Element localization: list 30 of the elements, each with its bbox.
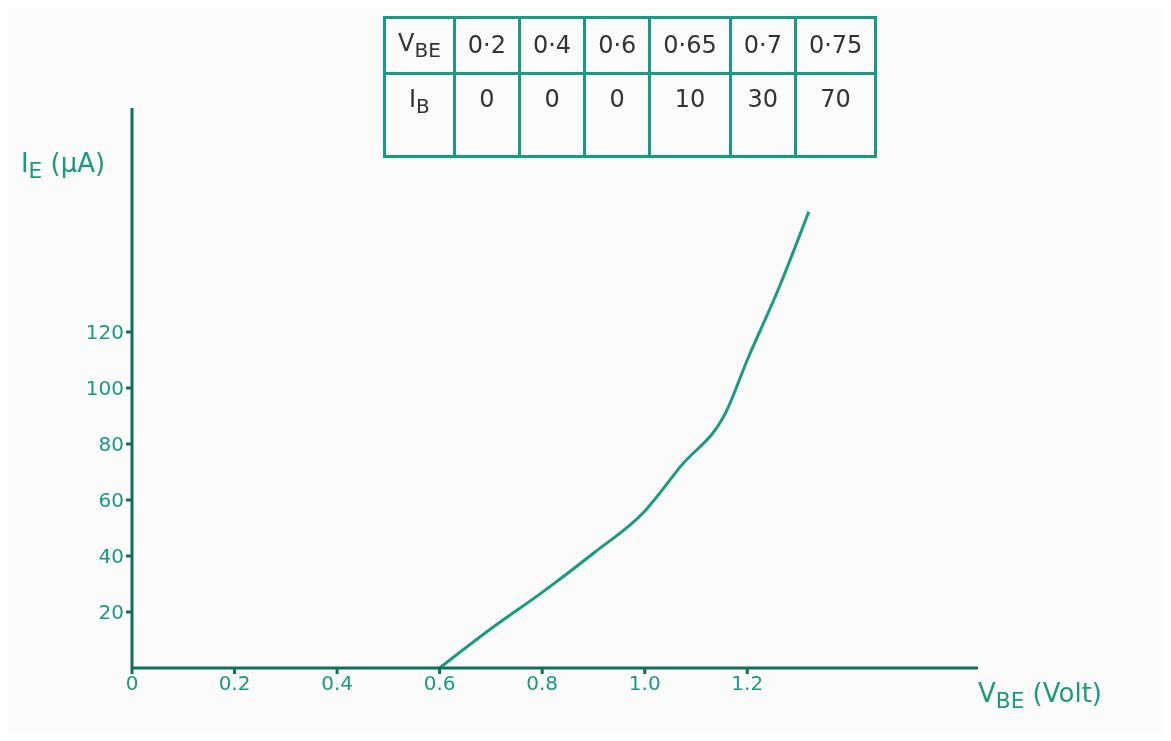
text: V$_{BE}$: [384, 17, 455, 74]
y-tick-label: 20: [98, 600, 124, 625]
y-tick-label: 100: [85, 376, 124, 401]
data-label: 0: [519, 73, 585, 157]
y-tick-label: 120: [85, 320, 124, 345]
data-label: 0: [584, 73, 650, 157]
category-label: 0·6: [584, 17, 650, 74]
x-tick-label: 1.0: [628, 671, 661, 696]
data-label: 30: [730, 73, 796, 157]
category-label: 0·7: [730, 17, 796, 74]
y-tick-label: 80: [98, 432, 124, 457]
category-label: 0·4: [519, 17, 585, 74]
x-tick-label: 0.8: [526, 671, 559, 696]
data-label: 70: [795, 73, 876, 157]
x-tick-label: 0.4: [321, 671, 353, 696]
x-tick-label: 0.6: [423, 671, 456, 696]
category-label: 0·65: [649, 17, 731, 74]
x-axis-title: V$_{BE}$ (Volt): [978, 678, 1102, 714]
x-tick-label: 0.2: [218, 671, 251, 696]
category-label: 0·75: [795, 17, 876, 74]
data-label: 10: [649, 73, 731, 157]
category-label: 0·2: [454, 17, 520, 74]
y-tick-label: 40: [98, 544, 124, 569]
x-tick-label: 1.2: [731, 671, 764, 696]
x-tick-label: 0: [125, 671, 139, 696]
y-axis-title: I$_{E}$ (μA): [19, 147, 107, 186]
y-tick-label: 60: [98, 488, 124, 513]
text: I$_{B}$: [384, 73, 455, 157]
line-series: [438, 210, 811, 668]
data-label: 0: [454, 73, 520, 157]
